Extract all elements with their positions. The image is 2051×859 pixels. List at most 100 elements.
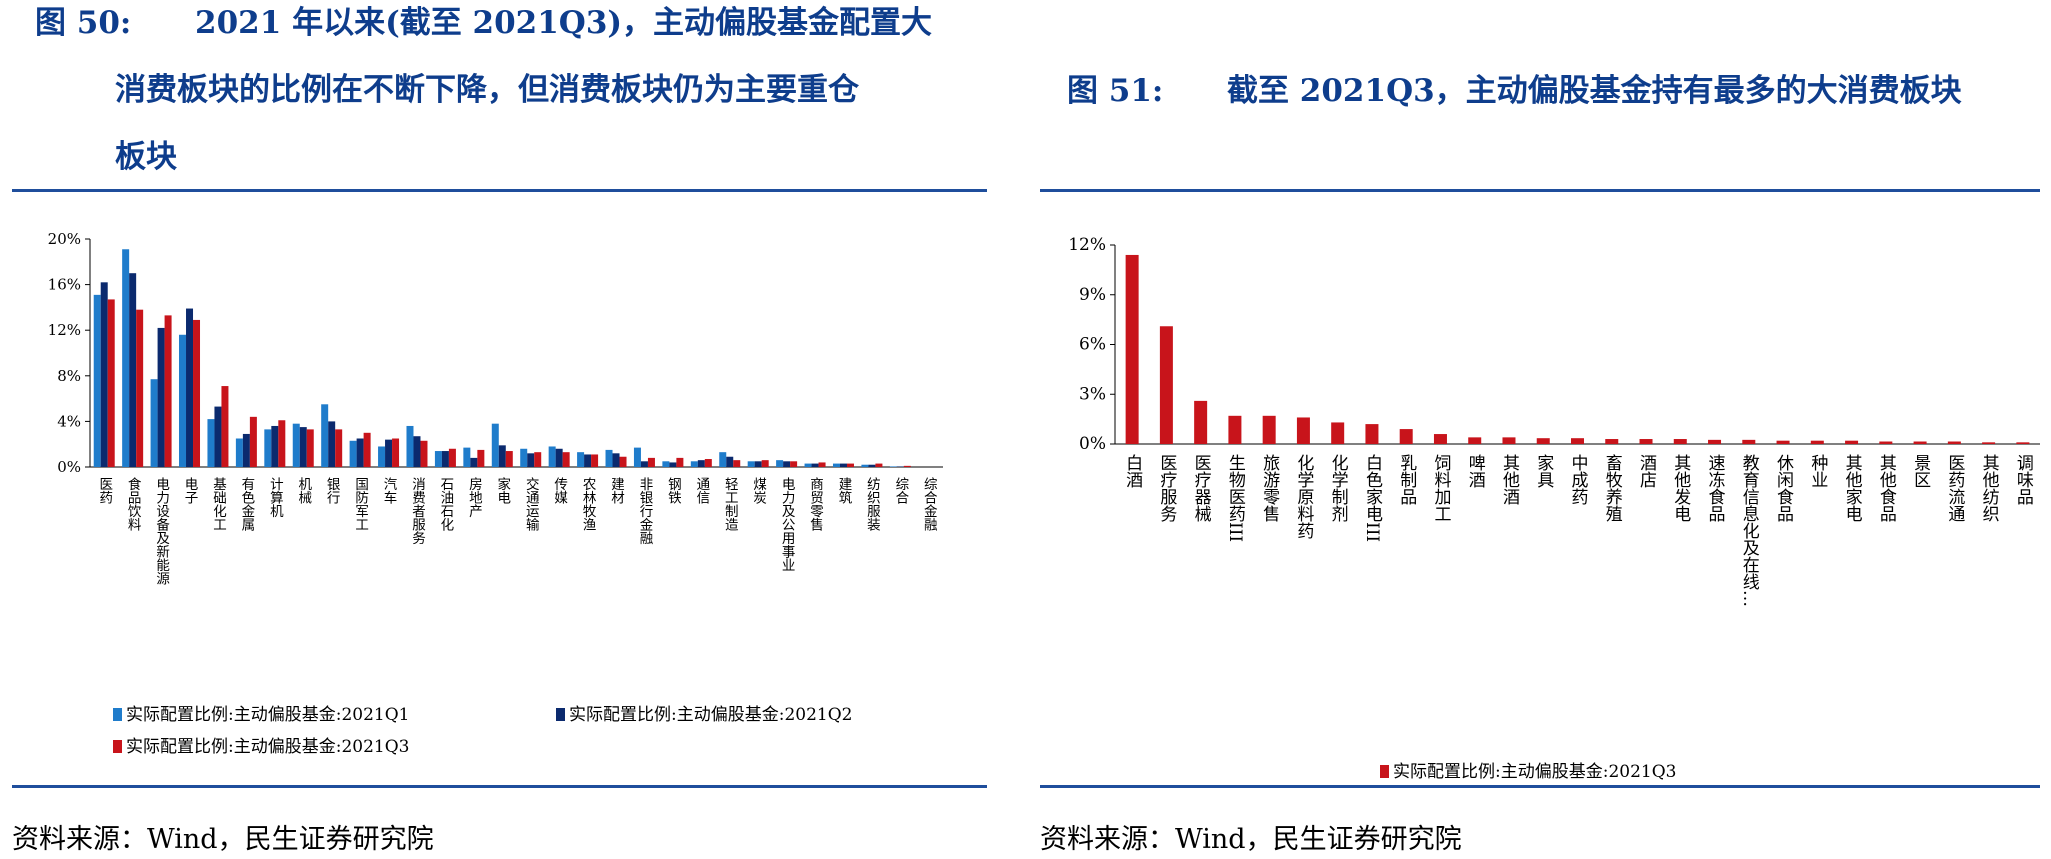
bar: [1331, 422, 1345, 444]
x-tick-label: 其他纺织: [1979, 454, 2000, 522]
bar: [1605, 439, 1619, 444]
bar: [463, 447, 471, 467]
bar: [591, 454, 599, 467]
bar: [747, 461, 755, 467]
x-tick-label: 休闲食品: [1773, 454, 1794, 522]
bar: [783, 461, 791, 467]
legend-swatch: [113, 708, 122, 721]
bar: [1982, 442, 1996, 444]
bar: [392, 438, 400, 467]
bar: [1125, 254, 1139, 444]
bar: [1810, 440, 1824, 444]
x-tick-label: 商贸零售: [807, 477, 824, 532]
x-tick-label: 畜牧养殖: [1602, 454, 1623, 522]
x-tick-label: 其他发电: [1670, 454, 1691, 522]
y-tick-label: 8%: [57, 367, 81, 385]
x-tick-label: 白色家电III: [1362, 454, 1383, 542]
figure-51-number: 图 51:: [1067, 73, 1164, 109]
bar: [1502, 437, 1516, 444]
x-tick-label: 建材: [608, 477, 625, 505]
x-tick-label: 房地产: [466, 477, 483, 519]
bar: [491, 423, 499, 467]
bar: [434, 451, 442, 467]
bar: [520, 448, 528, 467]
bar: [164, 315, 172, 467]
x-tick-label: 纺织服装: [864, 477, 881, 532]
y-tick-label: 0%: [57, 458, 81, 476]
bar: [292, 423, 300, 467]
x-tick-label: 轻工制造: [722, 477, 739, 533]
x-tick-label: 建筑: [835, 477, 852, 506]
bar: [690, 461, 698, 467]
bar: [505, 451, 513, 467]
bar: [719, 452, 727, 467]
bar: [328, 421, 336, 467]
figure-50-source: 资料来源：Wind，民生证券研究院: [12, 824, 434, 855]
bar: [811, 463, 819, 467]
bar: [498, 445, 506, 467]
bar: [448, 448, 456, 467]
bar: [662, 461, 670, 467]
x-tick-label: 国防军工: [352, 477, 369, 531]
bar: [861, 464, 869, 467]
figure-50-top-rule: [12, 189, 987, 192]
bar: [534, 452, 542, 467]
bar: [306, 429, 314, 467]
bar: [2016, 442, 2030, 444]
bar: [150, 379, 158, 467]
bar: [413, 436, 421, 467]
x-tick-label: 其他酒: [1499, 454, 1520, 505]
x-tick-label: 通信: [693, 477, 710, 505]
bar: [839, 463, 847, 467]
x-tick-label: 其他家电: [1842, 454, 1863, 522]
x-tick-label: 医药流通: [1944, 454, 1965, 522]
y-tick-label: 4%: [57, 412, 81, 430]
x-tick-label: 饲料加工: [1430, 454, 1451, 522]
bar: [889, 466, 897, 467]
x-tick-label: 消费者服务: [409, 477, 426, 545]
x-tick-label: 综合金融: [921, 477, 938, 532]
figure-51-source: 资料来源：Wind，民生证券研究院: [1040, 824, 1462, 855]
x-tick-label: 银行: [324, 477, 341, 506]
bar: [335, 429, 343, 467]
legend-label: 实际配置比例:主动偏股基金:2021Q3: [126, 737, 409, 757]
x-tick-label: 有色金属: [238, 477, 255, 532]
bar: [754, 461, 762, 467]
y-tick-label: 12%: [48, 321, 81, 339]
y-tick-label: 12%: [1068, 235, 1106, 255]
x-tick-label: 医疗服务: [1156, 454, 1177, 522]
bar: [264, 429, 272, 467]
bar: [356, 438, 364, 467]
bar: [193, 319, 201, 467]
bar: [726, 456, 734, 467]
bar: [1845, 440, 1859, 444]
bar: [1159, 326, 1173, 444]
bar: [804, 463, 812, 467]
x-tick-label: 生物医药III: [1225, 454, 1246, 542]
figure-51-bottom-rule: [1040, 785, 2040, 788]
bar: [271, 425, 279, 467]
y-tick-label: 20%: [48, 230, 81, 248]
bar: [1296, 417, 1310, 444]
bar: [406, 425, 414, 467]
bar: [562, 452, 570, 467]
bar: [1639, 439, 1653, 444]
bar: [612, 453, 620, 467]
legend-label: 实际配置比例:主动偏股基金:2021Q1: [126, 705, 409, 725]
bar: [136, 309, 144, 467]
bar: [1879, 441, 1893, 444]
bar: [100, 282, 108, 467]
x-tick-label: 医药: [96, 477, 113, 504]
bar: [107, 299, 115, 467]
bar: [186, 308, 194, 467]
bar: [1708, 439, 1722, 444]
bar: [122, 249, 130, 467]
bar: [555, 448, 563, 467]
x-tick-label: 石油石化: [437, 477, 454, 532]
figure-50-bottom-rule: [12, 785, 987, 788]
figure-50-chart: 0% 4% 8% 12% 16% 20% 医药 食品饮料 电力设备及新能源 电子 基础化工 有色金属计…: [48, 230, 943, 757]
bar: [704, 459, 712, 467]
bar: [349, 440, 357, 467]
y-tick-label: 16%: [48, 276, 81, 294]
x-tick-label: 化学原料药: [1293, 454, 1314, 540]
